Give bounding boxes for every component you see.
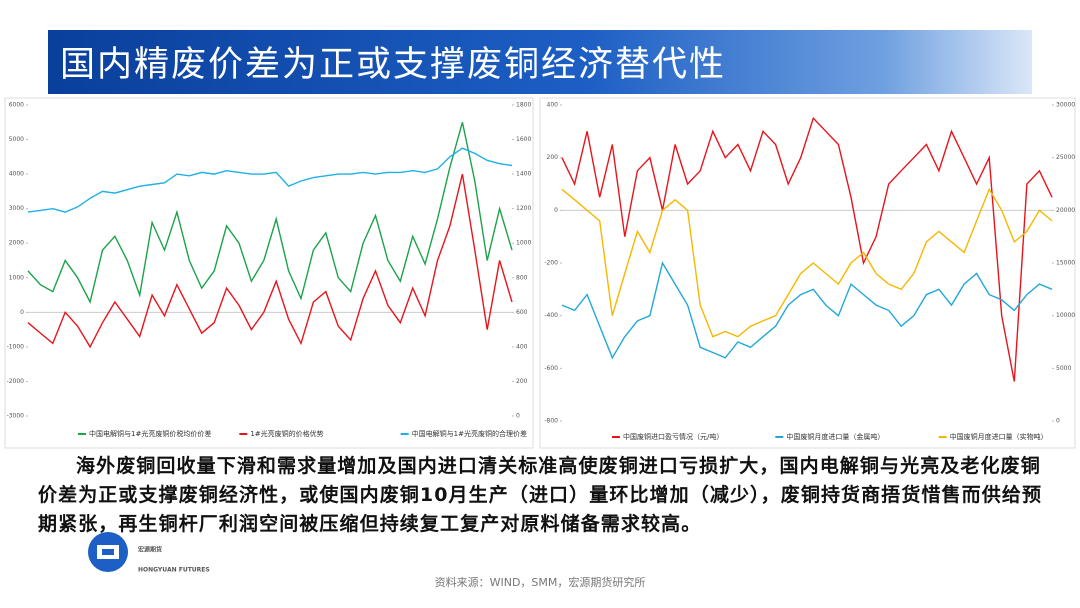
legend-label: 中国废铜月度进口量（实物吨） — [950, 432, 1048, 441]
legend-label: 中国废铜月度进口量（金属吨） — [786, 432, 884, 441]
y-tick-label: 5000 — [9, 136, 24, 143]
charts: -3000-2000-10000100020003000400050006000… — [4, 97, 1076, 449]
y-tick-label: 4000 — [9, 171, 24, 178]
y2-tick-label: 1800 — [516, 102, 531, 109]
chart-panel — [4, 97, 534, 449]
y2-tick-label: 1200 — [516, 205, 531, 212]
legend-label: 中国电解铜与1#光亮废铜价税均价价差 — [89, 429, 211, 438]
y-tick-label: -3000 — [7, 413, 25, 420]
slide-title: 国内精废价差为正或支撑废铜经济替代性 — [60, 45, 727, 85]
logo: 宏源期货 HONGYUAN FUTURES — [88, 532, 210, 574]
y-tick-label: 200 — [547, 154, 559, 161]
y-tick-label: 3000 — [9, 205, 24, 212]
y2-tick-label: 800 — [516, 274, 528, 281]
y2-tick-label: 1400 — [516, 171, 531, 178]
y2-tick-label: 10000 — [1056, 312, 1075, 319]
chart-panel — [539, 97, 1076, 449]
y-tick-label: -2000 — [7, 378, 25, 385]
series-line — [561, 261, 1053, 360]
y2-tick-label: 200 — [516, 378, 528, 385]
series-line — [27, 122, 513, 304]
y2-tick-label: 1000 — [516, 240, 531, 247]
y-tick-label: 6000 — [9, 102, 24, 109]
y-tick-label: -1000 — [7, 343, 25, 350]
series-line — [561, 116, 1053, 382]
y-tick-label: -600 — [544, 365, 558, 372]
body-text: 海外废铜回收量下滑和需求量增加及国内进口清关标准高使废铜进口亏损扩大，国内电解铜… — [38, 455, 1043, 535]
y2-tick-label: 1600 — [516, 136, 531, 143]
y2-tick-label: 0 — [1056, 418, 1060, 425]
y-tick-label: 400 — [547, 102, 559, 109]
y-tick-label: -800 — [544, 418, 558, 425]
y2-tick-label: 600 — [516, 309, 528, 316]
logo-text-en: HONGYUAN FUTURES — [138, 567, 210, 574]
series-line — [27, 147, 513, 213]
y2-tick-label: 400 — [516, 343, 528, 350]
legend-label: 中国废铜进口盈亏情况（元/吨） — [623, 432, 723, 441]
logo-icon — [102, 549, 114, 555]
logo-text: 宏源期货 — [138, 546, 162, 554]
y-tick-label: 2000 — [9, 240, 24, 247]
y2-tick-label: 30000 — [1056, 102, 1075, 109]
legend-label: 中国电解铜与1#光亮废铜的合理价差 — [412, 429, 527, 438]
y-tick-label: -400 — [544, 312, 558, 319]
y2-tick-label: 20000 — [1056, 207, 1075, 214]
y-tick-label: -200 — [544, 260, 558, 267]
series-line — [561, 187, 1053, 338]
y-tick-label: 1000 — [9, 274, 24, 281]
y-tick-label: 0 — [20, 309, 24, 316]
y2-tick-label: 5000 — [1056, 365, 1071, 372]
y2-tick-label: 0 — [516, 413, 520, 420]
source-note: 资料来源：WIND，SMM，宏源期货研究所 — [434, 576, 646, 589]
legend-label: 1#光亮废铜的价格优势 — [250, 429, 323, 438]
y2-tick-label: 25000 — [1056, 154, 1075, 161]
title-banner — [48, 30, 1032, 94]
y-tick-label: 0 — [554, 207, 558, 214]
series-line — [27, 173, 513, 349]
y2-tick-label: 15000 — [1056, 260, 1075, 267]
